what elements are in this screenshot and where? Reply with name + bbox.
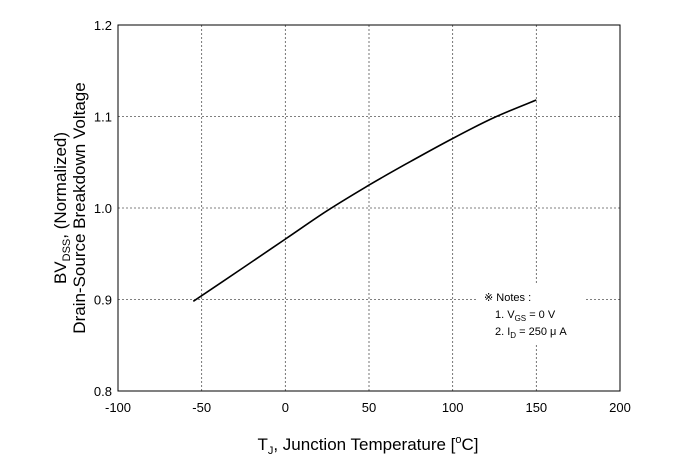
note-1-num: 1. <box>495 309 507 321</box>
x-tick-label: 100 <box>442 400 464 415</box>
x-tick-label: -50 <box>192 400 211 415</box>
note-1-var: V <box>507 309 515 321</box>
x-axis-title-unit: C] <box>462 435 479 454</box>
note-2: 2. ID = 250 μ A <box>495 326 567 340</box>
x-axis-title-var: T <box>257 435 267 454</box>
note-1-value: = 0 V <box>526 309 556 321</box>
x-tick-label: 200 <box>609 400 631 415</box>
breakdown-voltage-curve <box>192 99 537 302</box>
y-axis-title-normalized: , (Normalized) <box>51 132 70 239</box>
curve-layer <box>192 99 537 302</box>
y-axis-title: BVDSS, (Normalized) Drain-Source Breakdo… <box>51 82 89 333</box>
notes-title: ※ Notes : <box>484 292 531 304</box>
note-2-sub: D <box>510 331 516 340</box>
y-tick-label: 0.9 <box>94 293 112 308</box>
note-2-value: = 250 μ A <box>516 326 567 338</box>
x-tick-label: 150 <box>525 400 547 415</box>
note-1-sub: GS <box>515 314 527 323</box>
x-axis-title-text: , Junction Temperature [ <box>273 435 455 454</box>
x-axis-title: TJ, Junction Temperature [oC] <box>257 434 478 457</box>
plot-frame <box>117 24 621 392</box>
y-tick-labels: 0.8 0.9 1.0 1.1 1.2 <box>94 18 112 399</box>
notes-box: ※ Notes : 1. VGS = 0 V 2. ID = 250 μ A <box>478 283 586 343</box>
y-axis-title-sub: DSS <box>61 239 73 262</box>
y-tick-label: 0.8 <box>94 384 112 399</box>
note-2-var: I <box>507 326 510 338</box>
y-tick-label: 1.1 <box>94 110 112 125</box>
y-axis-title-var: BV <box>51 261 70 284</box>
y-tick-label: 1.0 <box>94 201 112 216</box>
note-1: 1. VGS = 0 V <box>495 309 556 323</box>
y-tick-label: 1.2 <box>94 18 112 33</box>
x-tick-labels: -100 -50 0 50 100 150 200 <box>105 400 631 415</box>
note-2-num: 2. <box>495 326 507 338</box>
x-tick-label: -100 <box>105 400 131 415</box>
x-tick-label: 0 <box>282 400 289 415</box>
x-axis-title-sub: J <box>268 445 274 457</box>
y-axis-title-line1: BVDSS, (Normalized) <box>51 132 73 284</box>
x-axis-title-degree: o <box>455 434 461 446</box>
y-axis-title-line2: Drain-Source Breakdown Voltage <box>70 82 89 333</box>
x-tick-label: 50 <box>362 400 376 415</box>
notes-background <box>478 283 586 343</box>
